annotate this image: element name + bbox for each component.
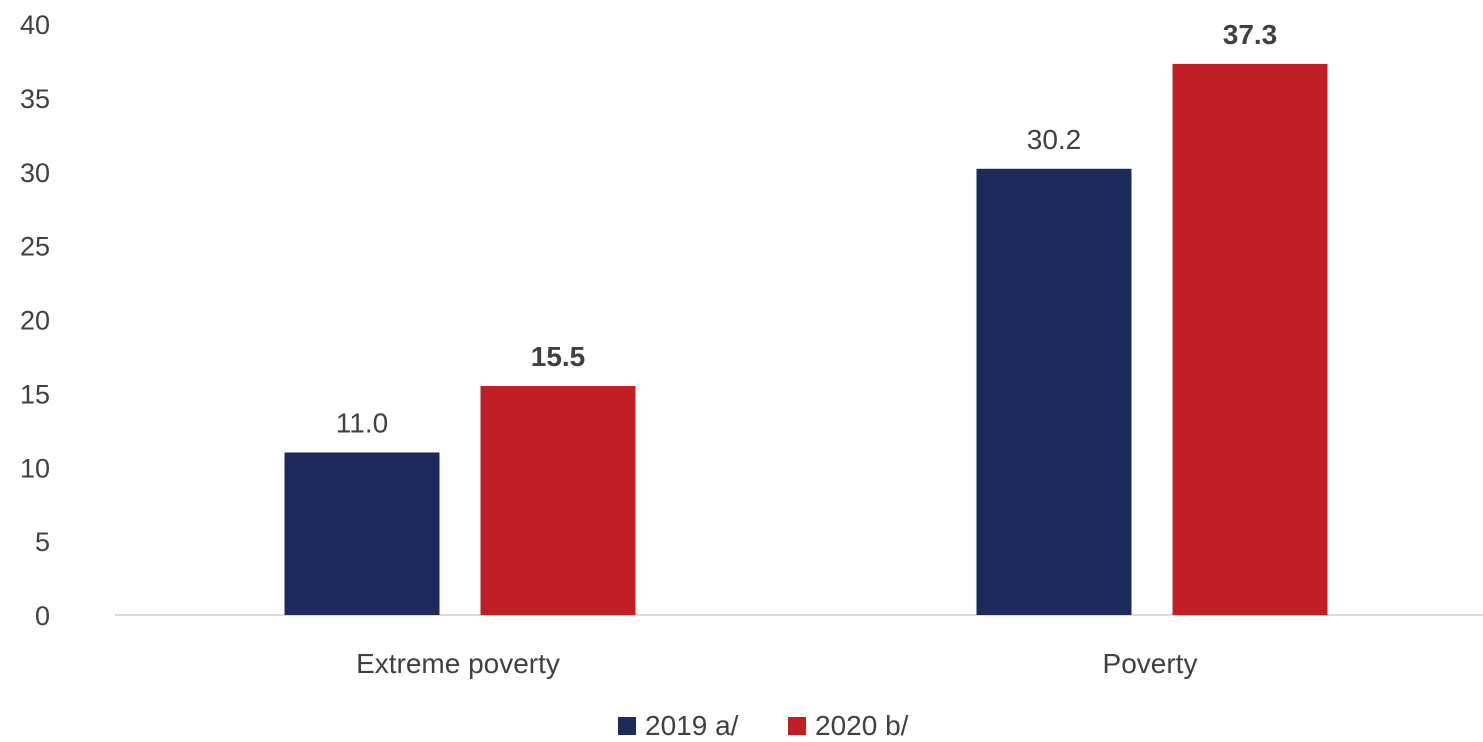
bar-2020-extreme-poverty — [480, 385, 636, 615]
legend: 2019 a/2020 b/ — [618, 710, 909, 741]
bar-2020-poverty — [1172, 63, 1328, 615]
y-tick-label: 25 — [20, 232, 50, 262]
legend-swatch — [618, 717, 636, 735]
x-category-label: Poverty — [1103, 648, 1198, 679]
y-tick-label: 15 — [20, 379, 50, 409]
x-category-label: Extreme poverty — [356, 648, 560, 679]
legend-label: 2020 b/ — [815, 710, 909, 741]
y-axis-ticks: 0 5 10 15 20 25 30 35 40 — [20, 10, 50, 631]
bars — [284, 63, 1328, 616]
y-tick-label: 30 — [20, 158, 50, 188]
y-tick-label: 20 — [20, 306, 50, 336]
bar-2019-poverty — [976, 168, 1132, 616]
data-label: 11.0 — [336, 407, 388, 438]
data-label: 15.5 — [531, 341, 586, 372]
x-axis-category-labels: Extreme poverty Poverty — [356, 648, 1197, 679]
data-label: 30.2 — [1027, 124, 1082, 155]
y-tick-label: 10 — [20, 453, 50, 483]
y-tick-label: 5 — [35, 527, 50, 557]
y-tick-label: 35 — [20, 84, 50, 114]
legend-label: 2019 a/ — [645, 710, 739, 741]
y-tick-label: 0 — [35, 601, 50, 631]
y-tick-label: 40 — [20, 10, 50, 40]
data-label: 37.3 — [1223, 19, 1278, 50]
bar-2019-extreme-poverty — [284, 452, 440, 615]
data-labels: 11.0 30.2 15.5 37.3 — [336, 19, 1277, 439]
legend-swatch — [788, 717, 806, 735]
